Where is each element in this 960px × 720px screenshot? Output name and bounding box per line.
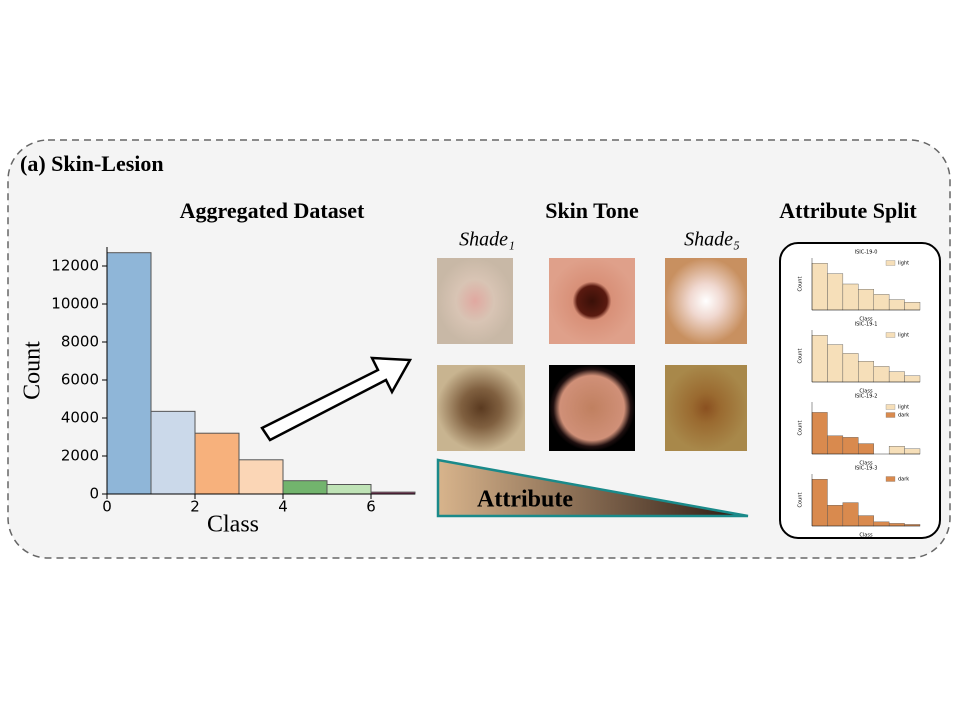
skin-images xyxy=(437,258,747,451)
x-tick-label: 6 xyxy=(366,498,376,516)
bar xyxy=(904,448,921,455)
shade-label: Shade₁ xyxy=(459,229,515,251)
x-axis-label: Class xyxy=(207,512,259,538)
legend-swatch xyxy=(885,260,896,266)
bar xyxy=(888,446,905,455)
split-frame xyxy=(779,242,941,539)
arrow xyxy=(260,356,413,442)
y-tick-label: 6000 xyxy=(61,371,99,389)
legend-label: dark xyxy=(898,413,909,419)
legend-swatch xyxy=(885,412,896,418)
x-axis-label: Class xyxy=(859,533,873,539)
bar xyxy=(811,479,828,527)
legend-label: light xyxy=(898,405,909,411)
legend-swatch xyxy=(885,476,896,482)
x-tick-label: 0 xyxy=(102,498,112,516)
bar xyxy=(326,484,372,495)
skin-image xyxy=(549,258,635,344)
bar xyxy=(858,361,874,383)
y-tick-label: 10000 xyxy=(51,295,99,313)
bar xyxy=(904,302,921,311)
x-axis-label: Class xyxy=(859,317,873,323)
y-axis-label: Count xyxy=(798,493,804,508)
y-tick-label: 8000 xyxy=(61,333,99,351)
bar xyxy=(888,371,905,383)
y-tick-label: 0 xyxy=(89,485,99,503)
legend-swatch xyxy=(885,404,896,410)
bar xyxy=(904,375,921,383)
bar xyxy=(194,432,240,495)
bar xyxy=(282,480,328,495)
skin-image xyxy=(437,365,525,451)
y-tick-label: 12000 xyxy=(51,257,99,275)
legend-label: dark xyxy=(898,477,909,483)
x-tick-label: 4 xyxy=(278,498,288,516)
bar xyxy=(150,410,196,495)
mini-title: ISIC-19-1 xyxy=(855,322,878,328)
bar xyxy=(842,502,859,527)
y-tick-label: 4000 xyxy=(61,409,99,427)
y-axis-label: Count xyxy=(798,349,804,364)
bar xyxy=(904,524,921,527)
y-axis-label: Count xyxy=(798,277,804,292)
bar xyxy=(827,505,844,527)
bar xyxy=(842,283,859,311)
panel-frame xyxy=(7,139,951,559)
skin-image xyxy=(665,365,747,451)
attribute-wedge xyxy=(436,458,749,518)
bar xyxy=(106,252,152,495)
bar xyxy=(858,443,874,455)
bar xyxy=(811,335,828,383)
chart-title: Aggregated Dataset xyxy=(180,198,365,223)
bar xyxy=(888,523,905,527)
mini-title: ISIC-19-3 xyxy=(855,466,878,472)
section-title: Attribute Split xyxy=(779,198,917,223)
mini-title: ISIC-19-2 xyxy=(855,394,878,400)
bar xyxy=(811,412,828,455)
bar xyxy=(858,289,874,311)
section-title: Skin Tone xyxy=(545,198,639,223)
bar xyxy=(842,353,859,383)
panel-label: (a) Skin-Lesion xyxy=(20,151,164,176)
skin-image xyxy=(549,365,635,451)
bar xyxy=(858,515,874,527)
y-axis-label: Count xyxy=(20,341,46,400)
bar xyxy=(827,344,844,383)
y-axis-label: Count xyxy=(798,421,804,436)
bar xyxy=(827,435,844,455)
legend-swatch xyxy=(885,332,896,338)
attribute-label: Attribute xyxy=(477,487,573,513)
legend-label: light xyxy=(898,261,909,267)
bar xyxy=(873,366,890,383)
shade-label: Shade₅ xyxy=(684,229,740,251)
x-axis-label: Class xyxy=(859,389,873,395)
bar xyxy=(238,459,284,495)
bar xyxy=(888,299,905,311)
y-tick-label: 2000 xyxy=(61,447,99,465)
bar xyxy=(873,521,890,527)
x-axis-label: Class xyxy=(859,461,873,467)
bar xyxy=(842,437,859,455)
bar xyxy=(873,294,890,311)
x-tick-label: 2 xyxy=(190,498,200,516)
legend-label: light xyxy=(898,333,909,339)
bar xyxy=(811,263,828,311)
mini-title: ISIC-19-0 xyxy=(855,250,878,256)
skin-image xyxy=(437,258,513,344)
skin-image xyxy=(665,258,747,344)
bar xyxy=(827,273,844,311)
